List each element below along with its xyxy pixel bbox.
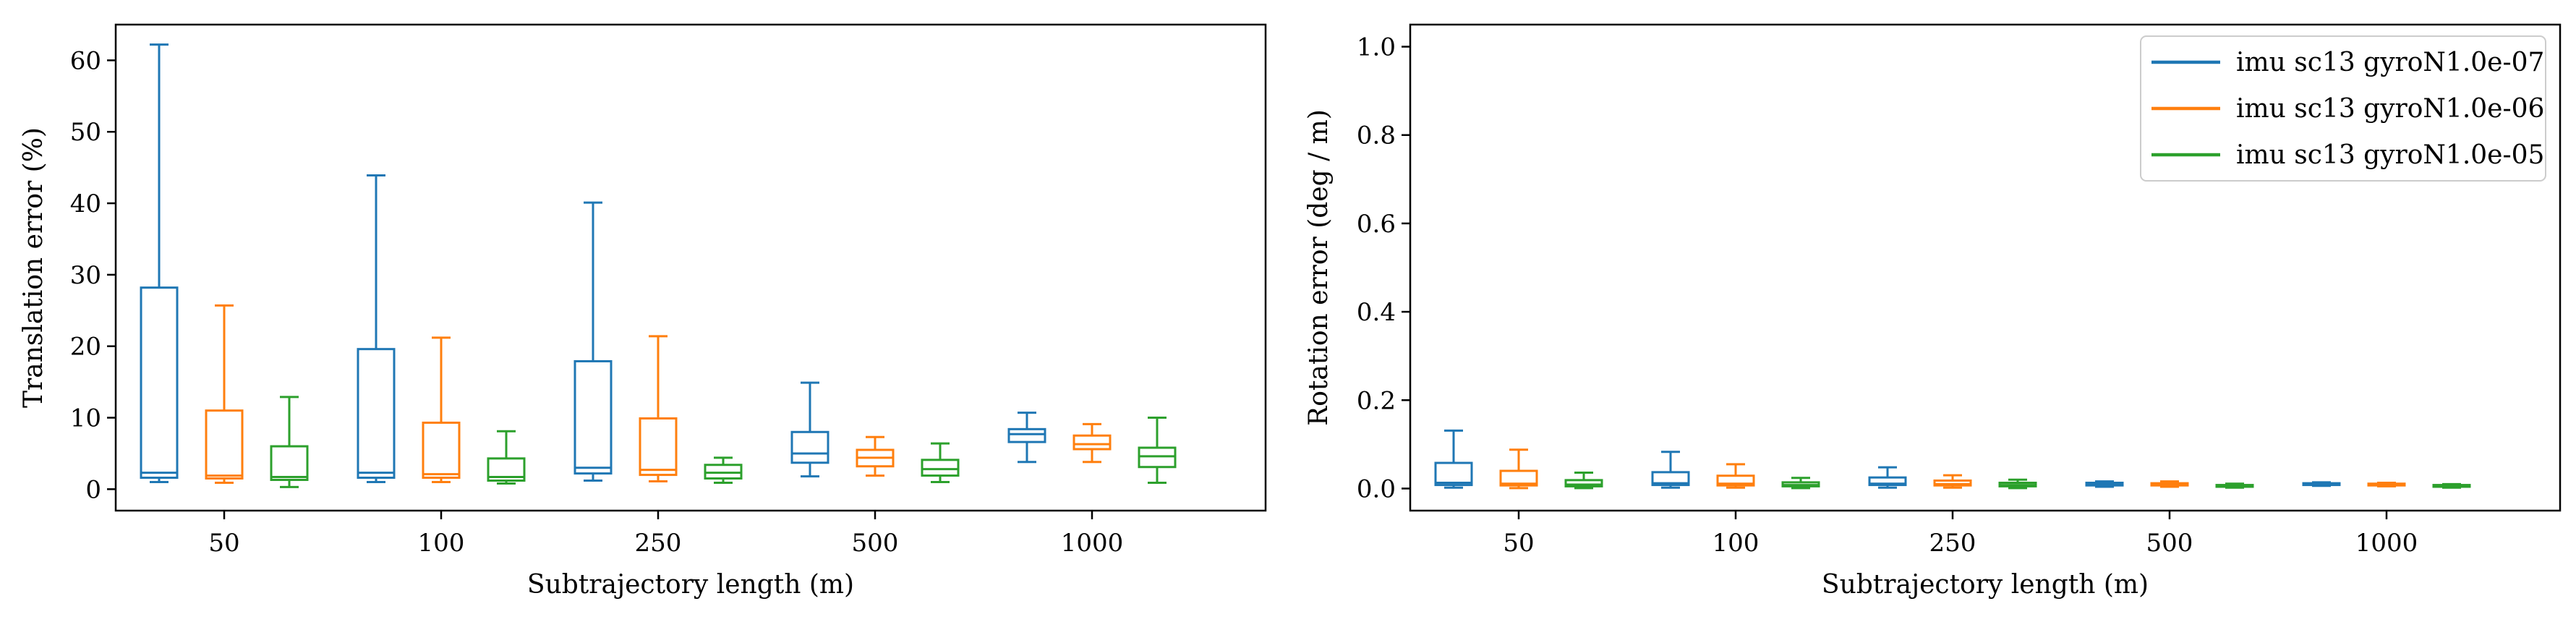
translation-x-tick-label: 1000 — [1061, 529, 1124, 558]
translation-error-panel: 0 10 20 30 40 50 60 50 100 250 500 1000 Subtraject… — [19, 23, 1267, 600]
rotation-y-tick-label: 1.0 — [1357, 33, 1396, 62]
rotation-y-tick-label: 0.6 — [1357, 210, 1396, 239]
legend: imu sc13 gyroN1.0e-07 imu sc13 gyroN1.0e… — [2140, 35, 2546, 182]
translation-y-axis-ticks: 0 10 20 30 40 50 60 — [70, 46, 116, 504]
rotation-x-tick-label: 250 — [1929, 529, 1976, 558]
iqr-box — [357, 348, 396, 480]
rotation-box-500-series-2 — [2150, 480, 2189, 488]
rotation-box-500-series-3 — [2215, 482, 2254, 489]
rotation-box-1000-series-3 — [2432, 482, 2471, 489]
rotation-box-1000-series-2 — [2367, 482, 2406, 487]
translation-box-50-series-3 — [270, 396, 309, 488]
rotation-x-tick-label: 100 — [1713, 529, 1760, 558]
translation-box-250-series-1 — [573, 201, 613, 482]
rotation-box-50-series-1 — [1434, 429, 1473, 489]
translation-plot-frame — [114, 23, 1267, 512]
translation-box-1000-series-3 — [1138, 417, 1177, 484]
translation-y-axis-label: Translation error (%) — [19, 127, 48, 408]
rotation-x-tick-label: 50 — [1503, 529, 1534, 558]
translation-box-50-series-1 — [140, 43, 179, 483]
iqr-box — [487, 457, 526, 482]
translation-x-tick-label: 500 — [852, 529, 899, 558]
rotation-box-250-series-2 — [1933, 474, 1972, 489]
rotation-y-axis-ticks: 0.0 0.2 0.4 0.6 0.8 1.0 — [1357, 33, 1410, 503]
rotation-box-50-series-2 — [1499, 448, 1538, 490]
translation-x-axis-ticks: 50 100 250 500 1000 — [208, 511, 1123, 558]
iqr-box — [1933, 479, 1972, 487]
legend-label-gyro-1e-06: imu sc13 gyroN1.0e-06 — [2236, 94, 2544, 124]
rotation-x-tick-label: 1000 — [2355, 529, 2418, 558]
iqr-box — [1716, 474, 1755, 487]
translation-x-tick-label: 250 — [635, 529, 682, 558]
iqr-box — [639, 417, 678, 477]
iqr-box — [270, 445, 309, 482]
iqr-box — [1434, 461, 1473, 487]
iqr-box — [422, 421, 461, 480]
iqr-box — [790, 430, 829, 464]
rotation-plot-frame — [1409, 23, 2562, 512]
translation-y-tick-label: 60 — [70, 46, 101, 75]
rotation-box-250-series-1 — [1868, 466, 1907, 489]
iqr-box — [1499, 469, 1538, 487]
iqr-box — [1007, 427, 1046, 443]
translation-box-100-series-2 — [422, 336, 461, 483]
iqr-box — [1564, 479, 1603, 487]
rotation-box-100-series-1 — [1651, 451, 1690, 489]
legend-label-gyro-1e-07: imu sc13 gyroN1.0e-07 — [2236, 48, 2544, 77]
translation-y-tick-label: 10 — [70, 404, 101, 433]
translation-y-tick-label: 30 — [70, 261, 101, 290]
translation-x-tick-label: 50 — [208, 529, 239, 558]
iqr-box — [1868, 476, 1907, 487]
rotation-box-50-series-3 — [1564, 471, 1603, 490]
translation-boxes — [140, 43, 1177, 488]
rotation-y-tick-label: 0.0 — [1357, 474, 1396, 503]
rotation-error-panel: 0.0 0.2 0.4 0.6 0.8 1.0 50 100 250 500 1000 Subtr… — [1304, 23, 2562, 600]
iqr-box — [921, 459, 960, 477]
translation-box-1000-series-1 — [1007, 412, 1046, 464]
translation-box-250-series-3 — [704, 456, 743, 484]
iqr-box — [140, 286, 179, 480]
translation-box-500-series-2 — [856, 435, 895, 477]
rotation-box-100-series-3 — [1781, 477, 1820, 490]
rotation-box-1000-series-1 — [2302, 481, 2341, 487]
legend-label-gyro-1e-05: imu sc13 gyroN1.0e-05 — [2236, 140, 2544, 170]
rotation-boxes — [1434, 429, 2471, 490]
translation-box-1000-series-2 — [1072, 422, 1112, 464]
translation-box-500-series-3 — [921, 442, 960, 483]
translation-box-100-series-1 — [357, 174, 396, 483]
translation-x-axis-label: Subtrajectory length (m) — [527, 570, 854, 600]
rotation-x-tick-label: 500 — [2146, 529, 2193, 558]
rotation-x-axis-label: Subtrajectory length (m) — [1822, 570, 2149, 600]
rotation-y-tick-label: 0.8 — [1357, 122, 1396, 150]
translation-box-100-series-3 — [487, 430, 526, 485]
rotation-box-250-series-3 — [1998, 478, 2037, 490]
rotation-x-axis-ticks: 50 100 250 500 1000 — [1503, 511, 2418, 558]
rotation-box-500-series-1 — [2085, 480, 2124, 488]
translation-y-tick-label: 50 — [70, 118, 101, 147]
iqr-box — [1651, 471, 1690, 487]
iqr-box — [1072, 434, 1112, 451]
rotation-y-tick-label: 0.2 — [1357, 386, 1396, 415]
iqr-box — [573, 359, 613, 475]
rotation-box-100-series-2 — [1716, 463, 1755, 489]
iqr-box — [205, 409, 244, 480]
translation-y-tick-label: 20 — [70, 333, 101, 362]
rotation-y-tick-label: 0.4 — [1357, 298, 1396, 327]
rotation-y-axis-label: Rotation error (deg / m) — [1304, 109, 1334, 426]
translation-box-50-series-2 — [205, 304, 244, 484]
translation-box-500-series-1 — [790, 381, 829, 478]
legend-box — [2140, 35, 2546, 182]
translation-y-tick-label: 40 — [70, 189, 101, 218]
translation-x-tick-label: 100 — [418, 529, 465, 558]
translation-y-tick-label: 0 — [85, 475, 101, 504]
translation-box-250-series-2 — [639, 335, 678, 482]
